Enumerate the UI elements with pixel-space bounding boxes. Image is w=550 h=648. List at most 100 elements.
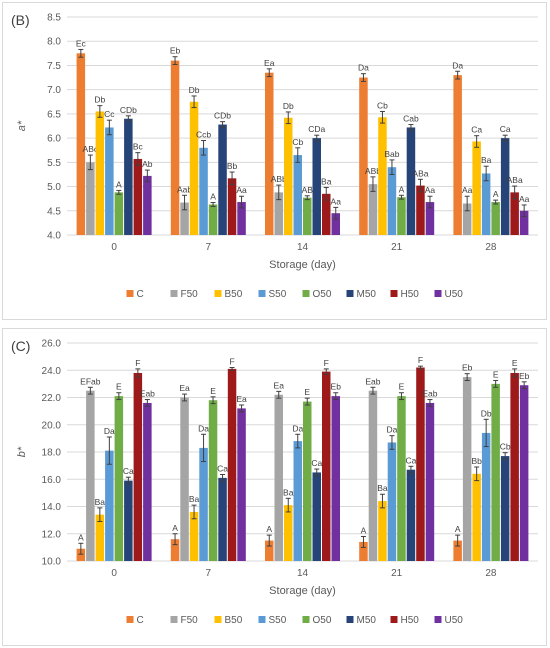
- panel-label: (B): [11, 12, 30, 28]
- bar: [481, 432, 491, 561]
- data-label: Da: [387, 425, 398, 435]
- bar: [170, 539, 180, 561]
- data-label: Ea: [179, 383, 190, 393]
- bar: [397, 396, 406, 561]
- bar: [105, 127, 114, 235]
- data-label: E: [399, 382, 405, 392]
- data-label: Db: [189, 85, 200, 95]
- data-label: Aa: [236, 185, 247, 195]
- data-label: Eb: [519, 371, 530, 381]
- y-tick-label: 6.5: [47, 109, 61, 120]
- y-tick-label: 12.0: [42, 529, 62, 540]
- bar: [143, 175, 152, 235]
- legend-swatch: [302, 616, 310, 623]
- data-label: Eab: [422, 389, 437, 399]
- bar: [322, 371, 331, 561]
- chart-c-svg: 10.0 12.0 14.0 16.0 18.0 20.0 22.0 24.0 26.0 b* A E…: [16, 339, 538, 626]
- legend-swatch: [170, 290, 178, 297]
- bar: [481, 173, 491, 235]
- y-tick-label: 8.5: [47, 13, 61, 24]
- data-label: Db: [481, 408, 492, 418]
- bar: [189, 511, 199, 561]
- bar: [208, 204, 218, 235]
- y-tick-label: 18.0: [42, 448, 62, 459]
- bar: [359, 77, 368, 235]
- legend-label: S50: [269, 615, 287, 626]
- data-label: Ea: [274, 380, 285, 390]
- bar: [303, 401, 312, 561]
- data-label: AB: [302, 185, 314, 195]
- data-label: Db: [283, 101, 294, 111]
- bar: [359, 541, 368, 561]
- y-tick-label: 7.0: [47, 85, 61, 96]
- data-label: E: [512, 358, 518, 368]
- y-axis-label: b*: [16, 446, 28, 457]
- bar: [500, 456, 510, 561]
- x-tick-label: 21: [391, 242, 403, 253]
- legend-label: C: [137, 615, 144, 626]
- data-label: Da: [198, 423, 209, 433]
- legend-swatch: [126, 290, 134, 297]
- x-tick-label: 21: [391, 568, 403, 579]
- bar: [76, 53, 86, 236]
- legend-swatch: [302, 290, 310, 297]
- bar: [124, 118, 133, 235]
- data-label: Eab: [365, 376, 380, 386]
- data-label: E: [116, 382, 122, 392]
- bar: [406, 469, 416, 561]
- bar: [293, 441, 302, 561]
- bar: [105, 450, 114, 561]
- bar: [416, 185, 425, 235]
- bar: [519, 210, 529, 235]
- bar: [265, 540, 274, 561]
- y-tick-label: 4.0: [47, 231, 61, 242]
- data-label: Ba: [377, 483, 388, 493]
- bar: [218, 124, 227, 235]
- bar: [133, 372, 143, 561]
- data-label: Cab: [403, 114, 419, 124]
- data-label: A: [172, 523, 178, 533]
- data-label: Cb: [292, 137, 303, 147]
- legend-swatch: [126, 616, 134, 623]
- x-tick-label: 28: [485, 242, 497, 253]
- data-label: A: [266, 524, 272, 534]
- data-label: ABa: [507, 175, 523, 185]
- data-label: Bab: [384, 149, 399, 159]
- x-tick-label: 14: [297, 242, 309, 253]
- bar: [397, 197, 406, 235]
- bar: [274, 394, 283, 561]
- bar: [76, 548, 86, 561]
- legend-swatch: [390, 290, 398, 297]
- y-tick-label: 5.0: [47, 182, 61, 193]
- data-label: E: [493, 369, 499, 379]
- bar: [274, 192, 283, 235]
- bar: [491, 383, 500, 561]
- bar: [519, 385, 529, 561]
- bar: [237, 408, 246, 561]
- data-label: CDa: [308, 124, 325, 134]
- bar: [218, 477, 227, 561]
- bar: [387, 167, 397, 235]
- y-tick-label: 7.5: [47, 61, 61, 72]
- bar: [368, 184, 378, 235]
- bar: [143, 402, 152, 561]
- bar: [462, 203, 472, 235]
- bar: [510, 192, 519, 235]
- bar: [406, 127, 416, 235]
- legend-swatch: [214, 616, 222, 623]
- bar: [331, 396, 340, 561]
- x-tick-label: 0: [111, 242, 117, 253]
- data-label: Ca: [500, 124, 511, 134]
- bar: [284, 505, 293, 561]
- data-label: Ca: [123, 466, 134, 476]
- legend-label: B50: [225, 615, 243, 626]
- data-label: Eab: [140, 389, 155, 399]
- data-label: EFab: [80, 376, 101, 386]
- bar: [199, 147, 208, 235]
- data-label: Aa: [331, 196, 342, 206]
- legend-swatch: [170, 616, 178, 623]
- bar: [208, 400, 218, 561]
- y-tick-label: 14.0: [42, 502, 62, 513]
- y-axis-label: a*: [16, 120, 28, 131]
- x-tick-label: 7: [206, 568, 212, 579]
